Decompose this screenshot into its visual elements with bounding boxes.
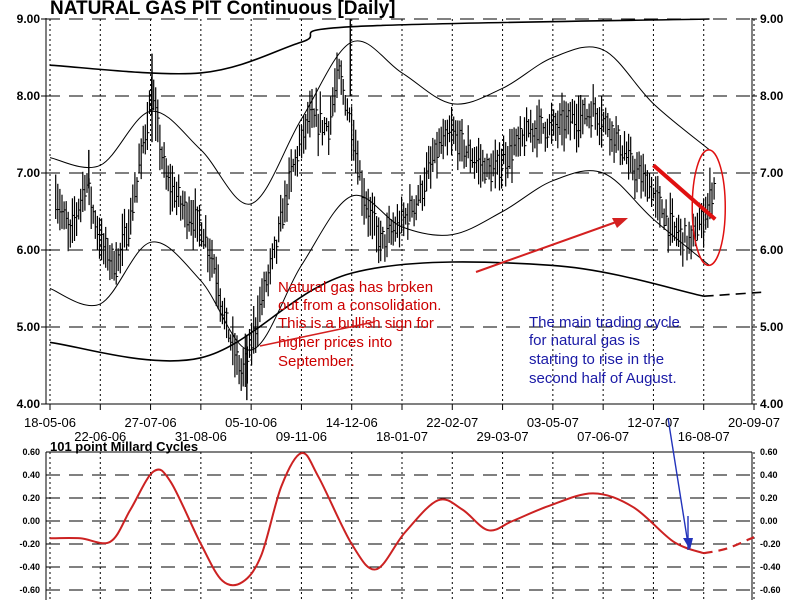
envelope-upper [49, 40, 710, 205]
x-label-top: 12-07-07 [627, 415, 679, 430]
y-tick-label-right-lower: 0.00 [760, 516, 778, 526]
envelope-outer-bottom-projection [703, 291, 762, 297]
y-tick-label-right: 9.00 [760, 12, 784, 26]
upper-panel: 9.00 9.00 8.00 8.00 7.00 7.00 6.00 6.00 5.00 5.00… [17, 0, 784, 600]
breakout-annotation-line-3: This is a bullish sign for [278, 315, 434, 332]
breakout-arrow [475, 220, 620, 273]
upper-y-ticks: 9.00 9.00 8.00 8.00 7.00 7.00 6.00 6.00 5.00 5.00… [17, 12, 784, 411]
y-tick-label-left-lower: 0.60 [22, 447, 40, 457]
envelope-outer-bottom [49, 261, 704, 362]
cycle-line-1 [703, 536, 755, 555]
trendline-group [652, 149, 727, 267]
x-label-bottom: 09-11-06 [276, 429, 327, 444]
y-tick-label-right: 6.00 [760, 243, 784, 257]
breakout-annotation-line-4: higher prices into [278, 334, 392, 351]
y-tick-label-right-lower: -0.20 [760, 539, 781, 549]
y-tick-label-left: 9.00 [17, 12, 41, 26]
y-tick-label-right: 8.00 [760, 89, 784, 103]
cycle-arrow [667, 417, 689, 545]
lower-panel: 101 point Millard Cycles 0.60 0.60 0.40 0.4… [19, 439, 781, 600]
cycle-annotation: The main trading cycle for natural gas i… [529, 314, 680, 387]
y-tick-label-left-lower: 0.20 [22, 493, 40, 503]
y-tick-label-right: 5.00 [760, 320, 784, 334]
cycle-annotation-line-3: starting to rise in the [529, 351, 664, 368]
y-tick-label-right: 4.00 [760, 397, 784, 411]
y-tick-label-left: 6.00 [17, 243, 41, 257]
consolidation-pointer [259, 321, 375, 347]
envelope-lower [49, 170, 710, 351]
y-tick-label-left: 7.00 [17, 166, 41, 180]
breakout-annotation-line-2: out from a consolidation. [278, 297, 441, 314]
x-label-bottom: 18-01-07 [376, 429, 428, 444]
cycle-panel-title: 101 point Millard Cycles [50, 439, 198, 454]
x-label-top: 05-10-06 [225, 415, 277, 430]
chart-title: NATURAL GAS PIT Continuous [Daily] [50, 0, 396, 19]
y-tick-label-left: 4.00 [17, 397, 41, 411]
y-tick-label-left-lower: -0.20 [19, 539, 40, 549]
x-label-top: 27-07-06 [125, 415, 177, 430]
y-tick-label-right-lower: 0.20 [760, 493, 778, 503]
cycle-annotation-line-2: for natural gas is [529, 332, 640, 349]
x-label-bottom: 22-06-06 [74, 429, 126, 444]
y-tick-label-left: 5.00 [17, 320, 41, 334]
breakout-arrow-head [612, 218, 628, 228]
x-label-bottom: 29-03-07 [477, 429, 529, 444]
x-label-bottom: 16-08-07 [678, 429, 730, 444]
cycle-annotation-line-4: second half of August. [529, 370, 677, 387]
highlight-ellipse [691, 149, 727, 267]
lower-y-ticks: 0.60 0.60 0.40 0.40 0.20 0.20 0.00 0.00 -0.20 -0.… [19, 447, 780, 595]
y-tick-label-left-lower: -0.60 [19, 585, 40, 595]
breakout-annotation-line-1: Natural gas has broken [278, 279, 433, 296]
cycle-annotation-line-1: The main trading cycle [529, 314, 680, 331]
envelope-outer-top [49, 18, 710, 75]
y-tick-label-left-lower: 0.40 [22, 470, 40, 480]
y-tick-label-right-lower: 0.40 [760, 470, 778, 480]
breakout-annotation-line-5: September. [278, 353, 355, 370]
x-label-bottom: 07-06-07 [577, 429, 629, 444]
x-axis-labels: 18-05-06 27-07-06 05-10-06 14-12-06 22-02-07… [24, 415, 780, 444]
y-tick-label-right: 7.00 [760, 166, 784, 180]
breakout-annotation: Natural gas has broken out from a consol… [278, 279, 441, 370]
x-label-top: 22-02-07 [426, 415, 478, 430]
cycle-line-0 [49, 452, 705, 587]
x-label-top: 18-05-06 [24, 415, 76, 430]
cycle-series [49, 452, 755, 587]
y-tick-label-right-lower: -0.60 [760, 585, 781, 595]
y-tick-label-left-lower: -0.40 [19, 562, 40, 572]
x-label-top: 20-09-07 [728, 415, 780, 430]
y-tick-label-left: 8.00 [17, 89, 41, 103]
x-label-top: 14-12-06 [326, 415, 378, 430]
x-label-bottom: 31-08-06 [175, 429, 227, 444]
y-tick-label-right-lower: -0.40 [760, 562, 781, 572]
x-label-top: 03-05-07 [527, 415, 579, 430]
y-tick-label-right-lower: 0.60 [760, 447, 778, 457]
y-tick-label-left-lower: 0.00 [22, 516, 40, 526]
trendline [652, 163, 717, 221]
